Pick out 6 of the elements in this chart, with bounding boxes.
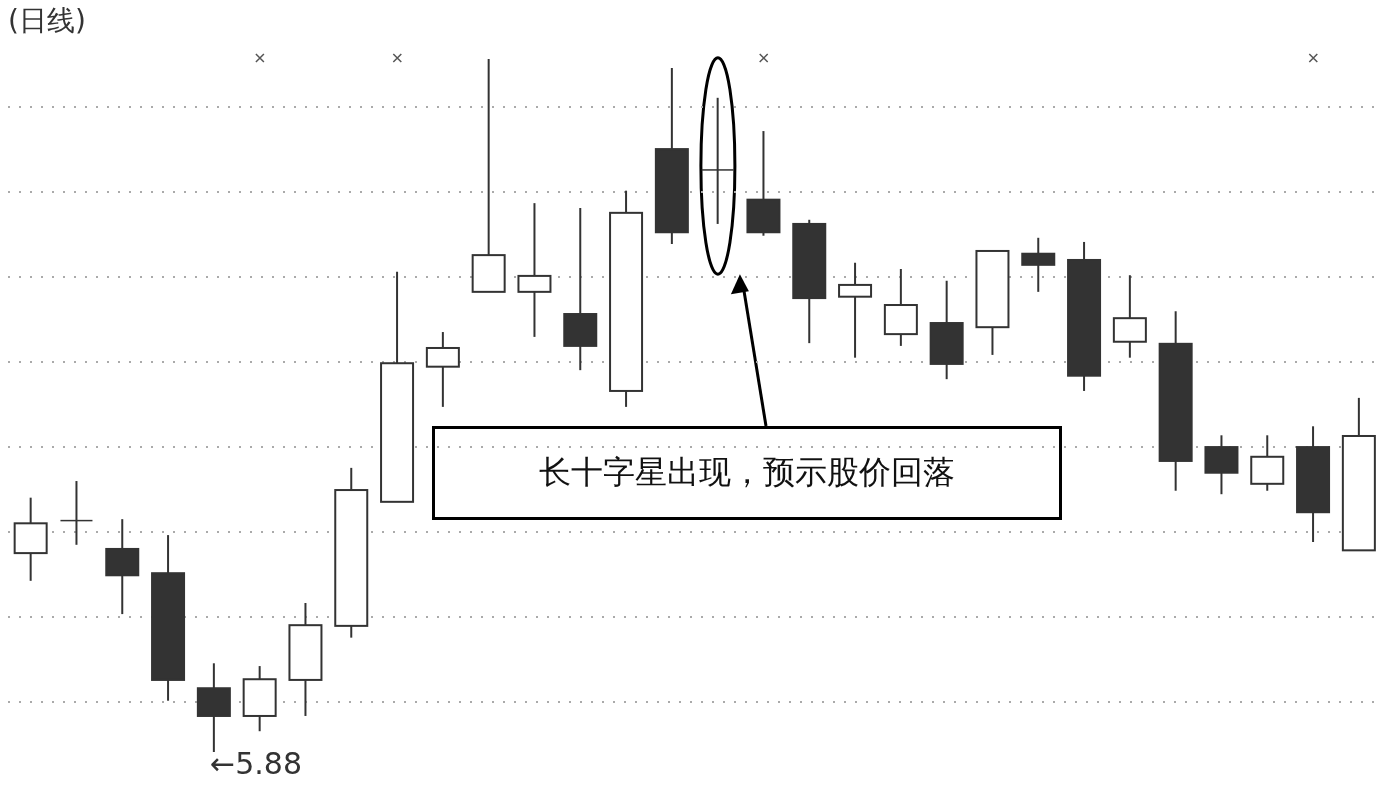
annotation: ←5.88 [210, 746, 303, 781]
annotation: 长十字星出现，预示股价回落 [432, 426, 1062, 520]
candlestick [838, 261, 873, 359]
candlestick [517, 202, 552, 338]
chart-title: (日线) [8, 3, 86, 39]
candlestick [1021, 236, 1056, 293]
